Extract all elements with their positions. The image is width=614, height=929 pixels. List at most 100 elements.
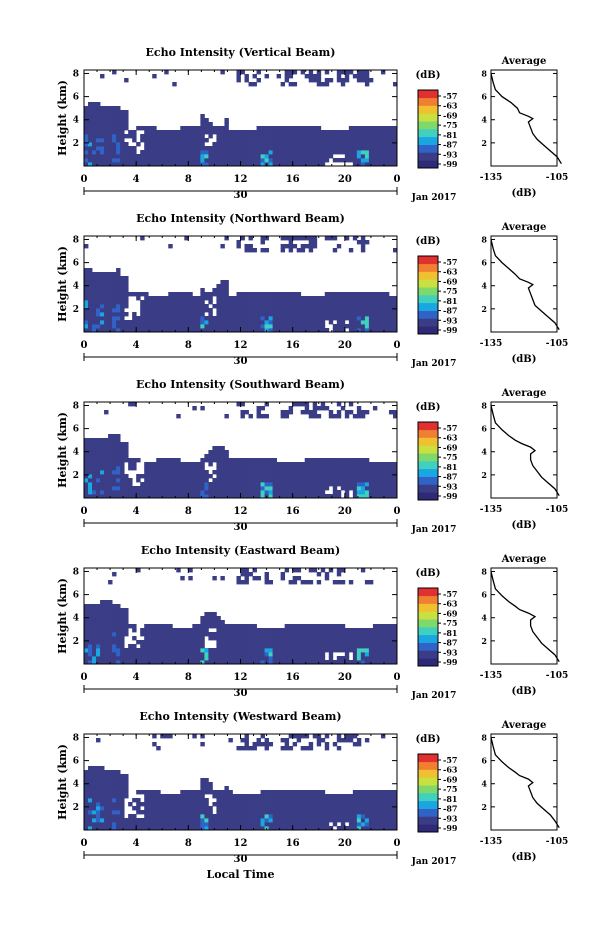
heatmap-cell (140, 810, 145, 815)
heatmap-cell (288, 746, 294, 751)
heatmap-cell (272, 316, 278, 321)
heatmap-cell (204, 814, 209, 819)
heatmap-cell (384, 656, 390, 661)
heatmap-cell (96, 738, 101, 743)
heatmap-cell (196, 818, 201, 823)
heatmap-cell (376, 126, 382, 131)
heatmap-cell (344, 304, 350, 309)
heatmap-cell (96, 774, 101, 779)
heatmap-cell (148, 470, 153, 475)
heatmap-cell (228, 462, 233, 467)
heatmap-cell (320, 640, 326, 645)
heatmap-cell (264, 628, 269, 633)
heatmap-cell (296, 134, 302, 139)
heatmap-cell (316, 82, 322, 87)
heatmap-cell (364, 814, 370, 819)
heatmap-cell (84, 458, 89, 463)
heatmap-cell (348, 580, 354, 585)
heatmap-cell (140, 482, 145, 487)
heatmap-cell (144, 802, 149, 807)
heatmap-cell (100, 798, 105, 803)
heatmap-cell (128, 648, 133, 653)
x-tick-label: 16 (286, 340, 300, 351)
heatmap-cell (188, 150, 193, 155)
date-label: Jan 2017 (411, 193, 457, 203)
heatmap-cell (220, 300, 225, 305)
heatmap-cell (216, 296, 221, 301)
heatmap-cell (224, 126, 229, 131)
heatmap-cell (108, 814, 113, 819)
heatmap-cell (312, 794, 318, 799)
heatmap-cell (144, 158, 149, 163)
heatmap-cell (188, 304, 193, 309)
heatmap-cell (240, 802, 245, 807)
heatmap-cell (316, 300, 322, 305)
heatmap-cell (328, 320, 334, 325)
colorbar-swatch (418, 437, 438, 446)
colorbar-swatch (418, 422, 438, 431)
heatmap-cell (268, 162, 273, 167)
heatmap-cell (144, 474, 149, 479)
heatmap-cell (172, 324, 177, 329)
heatmap-cell (156, 474, 161, 479)
heatmap-cell (360, 474, 366, 479)
heatmap-cell (120, 822, 125, 827)
heatmap-cell (392, 802, 398, 807)
heatmap-cell (104, 304, 109, 309)
heatmap-cell (360, 648, 366, 653)
heatmap-cell (388, 328, 394, 333)
heatmap-cell (320, 494, 326, 499)
heatmap-cell (156, 150, 161, 155)
heatmap-cell (296, 316, 302, 321)
heatmap-cell (176, 644, 181, 649)
heatmap-cell (200, 660, 205, 665)
heatmap-cell (92, 158, 97, 163)
heatmap-cell (116, 474, 121, 479)
heatmap-cell (172, 474, 177, 479)
heatmap-cell (292, 328, 298, 333)
heatmap-cell (332, 822, 338, 827)
heatmap-cell (344, 130, 350, 135)
heatmap-cell (348, 474, 354, 479)
heatmap-cell (372, 628, 378, 633)
heatmap-cell (184, 316, 189, 321)
heatmap-cell (92, 320, 97, 325)
heatmap-cell (188, 142, 193, 147)
heatmap-cell (328, 458, 334, 463)
heatmap-cell (88, 458, 93, 463)
heatmap-cell (384, 304, 390, 309)
heatmap-cell (332, 798, 338, 803)
heatmap-cell (268, 324, 273, 329)
heatmap-cell (104, 652, 109, 657)
heatmap-cell (240, 486, 245, 491)
heatmap-cell (156, 308, 161, 313)
colorbar-swatch (418, 97, 438, 106)
heatmap-cell (272, 632, 278, 637)
heatmap-cell (268, 126, 273, 131)
heatmap-cell (220, 296, 225, 301)
heatmap-cell (348, 410, 354, 415)
heatmap-cell (352, 798, 358, 803)
heatmap-cell (268, 490, 273, 495)
heatmap-cell (216, 284, 221, 289)
heatmap-cell (336, 324, 342, 329)
heatmap-cell (388, 790, 394, 795)
y-tick-label: 6 (73, 259, 79, 269)
heatmap-cell (320, 150, 326, 155)
heatmap-cell (192, 324, 197, 329)
heatmap-cell (100, 126, 105, 131)
heatmap-cell (376, 810, 382, 815)
heatmap-cell (252, 652, 257, 657)
heatmap-cell (92, 798, 97, 803)
heatmap-cell (300, 138, 306, 143)
heatmap-cell (296, 466, 302, 471)
heatmap-cell (296, 490, 302, 495)
heatmap-cell (116, 280, 121, 285)
heatmap-cell (152, 652, 157, 657)
heatmap-cell (264, 74, 269, 79)
heatmap-cell (316, 632, 322, 637)
colorbar-tick-label: -93 (443, 813, 458, 823)
heatmap-cell (380, 308, 386, 313)
heatmap-cell (96, 146, 101, 151)
heatmap-cell (244, 742, 249, 747)
